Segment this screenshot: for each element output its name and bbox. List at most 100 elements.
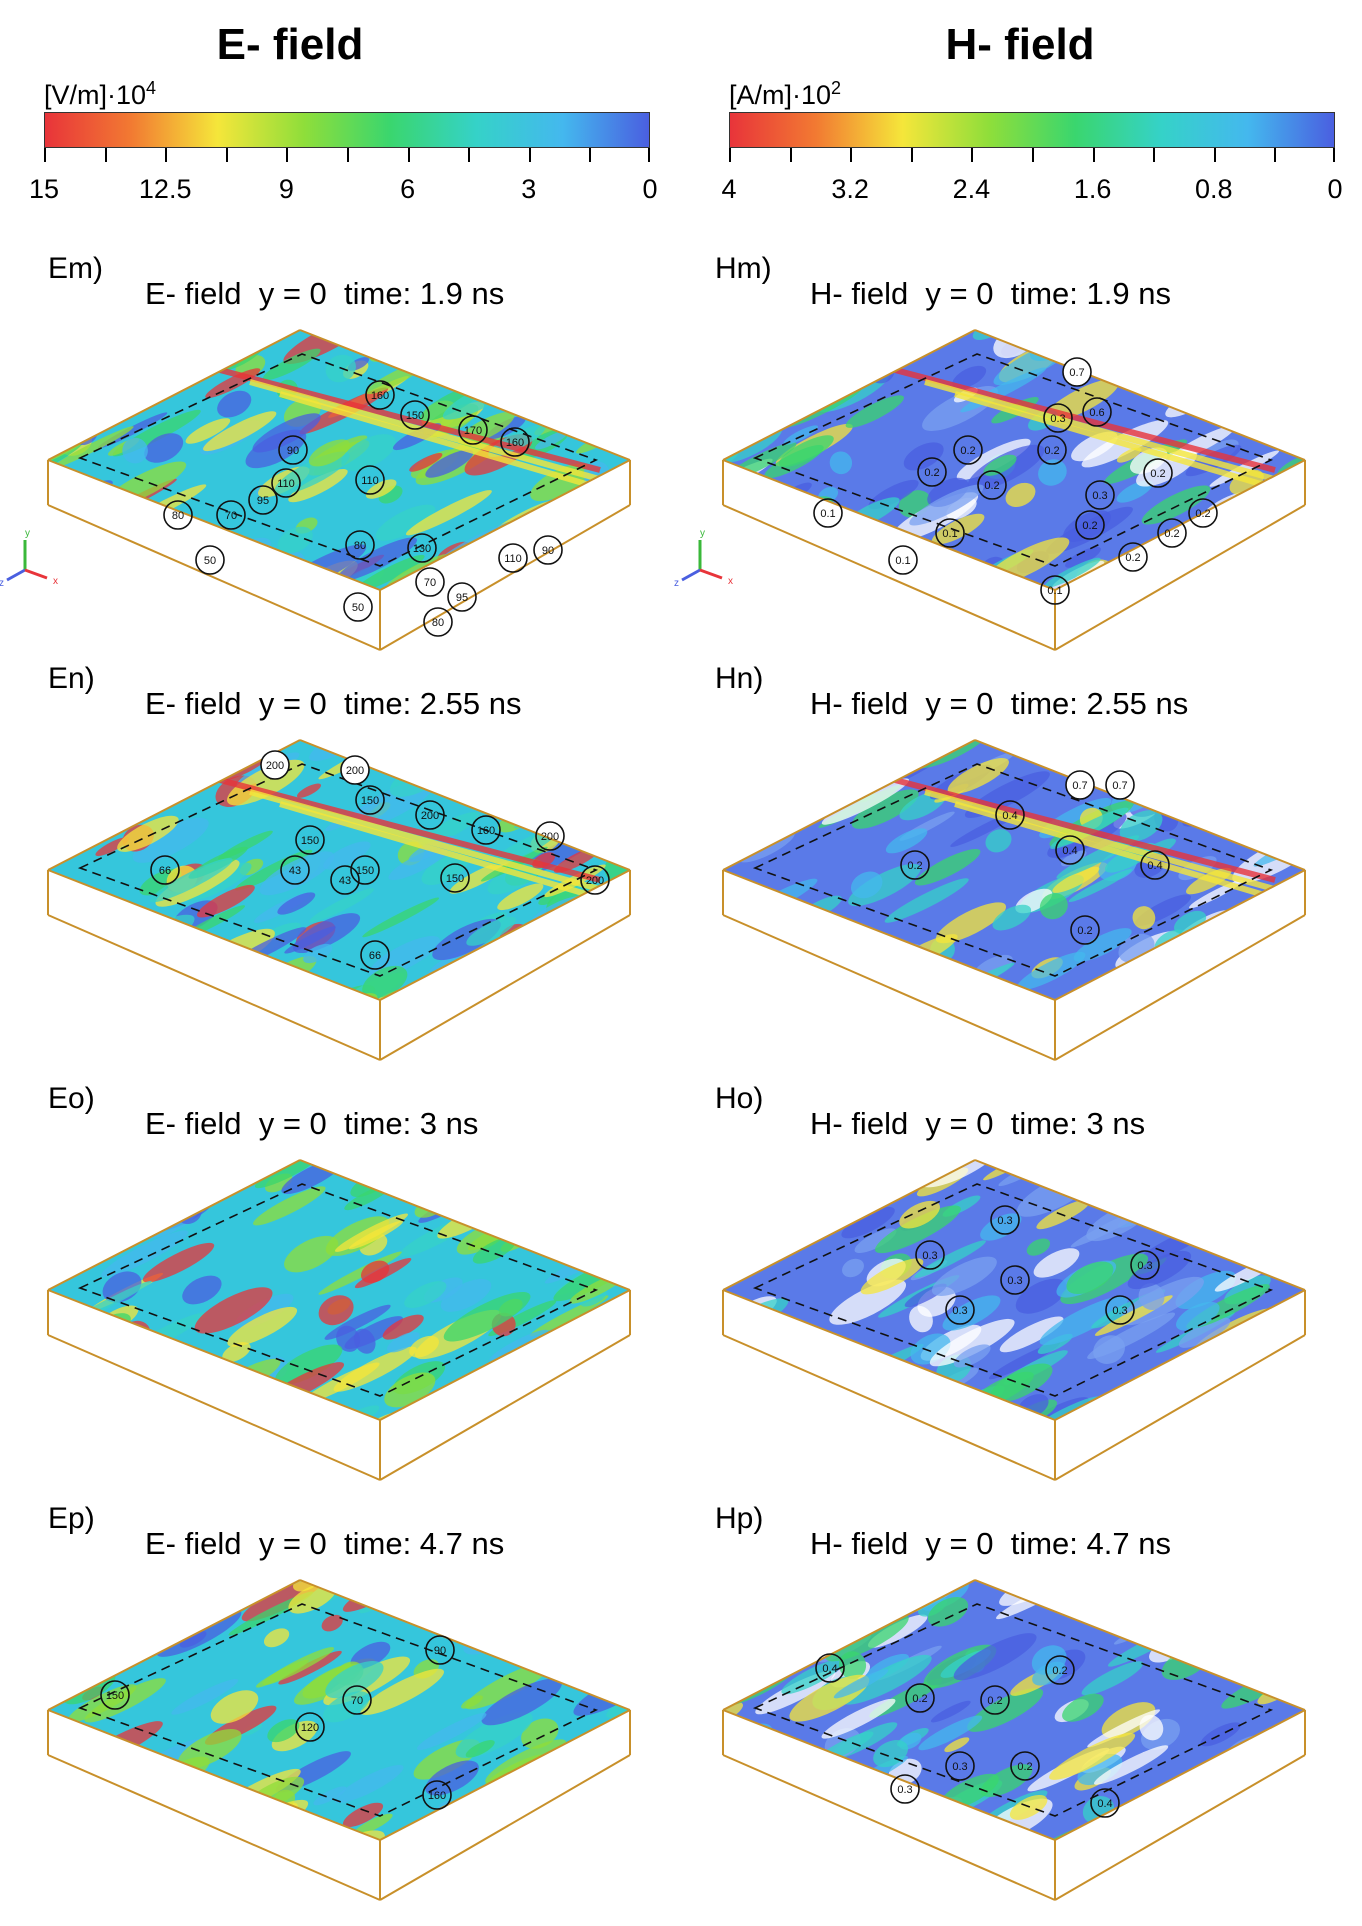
field-blob xyxy=(776,334,862,379)
field-blob xyxy=(723,1213,775,1247)
colorbar-tick xyxy=(971,148,974,162)
field-blob xyxy=(489,1384,576,1420)
field-blob xyxy=(816,947,871,980)
field-slab: 160 150 170 160 90 110 110 95 80 70 50 80 130 110 90 70… xyxy=(0,329,631,651)
panel-title: E- field y = 0 time: 1.9 ns xyxy=(145,276,505,311)
value-marker-circle xyxy=(935,518,965,548)
field-blob xyxy=(1178,1580,1228,1603)
field-blob xyxy=(1282,740,1305,762)
field-blob xyxy=(580,1179,602,1200)
field-blob xyxy=(772,378,810,408)
value-marker: 0.4 xyxy=(1147,860,1162,872)
wavefront-band xyxy=(954,801,1296,907)
field-blob xyxy=(153,1595,211,1627)
field-blob xyxy=(723,583,797,590)
field-blob xyxy=(249,996,328,1000)
field-blob xyxy=(128,1588,149,1603)
value-marker: 0.3 xyxy=(997,1215,1012,1227)
field-blob xyxy=(426,1594,451,1613)
value-marker: 0.7 xyxy=(1112,780,1127,792)
colorbar-tick xyxy=(104,148,107,162)
field-blob xyxy=(1262,811,1294,837)
field-blob xyxy=(1153,1191,1224,1229)
field-blob xyxy=(927,1596,969,1627)
panel-title: H- field y = 0 time: 3 ns xyxy=(810,1106,1146,1141)
value-marker: 0.4 xyxy=(1097,1798,1112,1810)
field-blob xyxy=(48,1651,102,1687)
value-marker-circle xyxy=(100,1680,130,1710)
value-marker-circle xyxy=(580,865,610,895)
field-blob xyxy=(505,1414,549,1420)
field-blob xyxy=(1241,588,1300,590)
colorbar-tick-label: 12.5 xyxy=(138,174,192,204)
slab-edge xyxy=(379,1334,631,1481)
value-marker: 200 xyxy=(266,760,284,772)
field-blob xyxy=(736,1417,821,1420)
field-blob xyxy=(1068,868,1133,903)
value-marker-circle xyxy=(1040,575,1070,605)
field-blob xyxy=(440,1278,492,1312)
field-blob xyxy=(443,1291,531,1342)
field-blob xyxy=(723,925,774,963)
boundary-outline xyxy=(752,353,1274,567)
field-blob xyxy=(278,1650,342,1685)
field-blob xyxy=(353,1328,376,1354)
value-marker-circle xyxy=(1000,1265,1030,1295)
field-blob xyxy=(48,742,80,762)
field-blob xyxy=(1213,910,1301,958)
field-blob xyxy=(723,1187,735,1208)
field-blob xyxy=(616,1675,630,1699)
field-blob xyxy=(1268,987,1305,1000)
field-blob xyxy=(1255,373,1285,393)
field-blob xyxy=(48,940,103,982)
field-blob xyxy=(514,794,579,829)
field-blob xyxy=(1169,1412,1229,1420)
colorbar-tick xyxy=(589,148,592,162)
field-blob xyxy=(776,1196,808,1223)
colorbar-tick xyxy=(165,148,168,162)
field-blob xyxy=(1103,992,1147,1000)
field-blob xyxy=(409,453,443,472)
field-blob xyxy=(267,1719,300,1743)
field-slab: 0.3 0.3 0.3 0.3 0.3 0.3 xyxy=(722,1159,1306,1481)
value-marker-circle xyxy=(1130,1250,1160,1280)
slab-edge xyxy=(379,504,631,651)
field-blob xyxy=(83,1791,114,1818)
slab-edge xyxy=(1054,869,1306,1001)
panel-label: Ep) xyxy=(48,1502,95,1535)
field-blob xyxy=(107,914,195,964)
field-blob xyxy=(48,1341,84,1389)
value-marker-circle xyxy=(260,750,290,780)
field-blob xyxy=(1047,740,1130,766)
field-blob xyxy=(761,330,784,336)
field-blob xyxy=(1178,1317,1231,1348)
field-blob xyxy=(845,1160,913,1180)
value-marker-circle xyxy=(1188,498,1218,528)
slab-edge xyxy=(47,459,381,591)
field-blob xyxy=(84,1678,166,1723)
field-blob xyxy=(1133,1811,1207,1840)
field-blob xyxy=(533,1409,589,1420)
field-blob xyxy=(723,1164,761,1202)
value-marker-circle xyxy=(1062,357,1092,387)
field-blob xyxy=(95,1169,140,1199)
colorbar-tick xyxy=(789,148,792,162)
value-marker: 0.2 xyxy=(912,1693,927,1705)
field-blob xyxy=(557,1401,629,1420)
slab-edge xyxy=(379,1289,631,1421)
field-blob xyxy=(918,1715,983,1751)
field-blob xyxy=(571,521,630,560)
field-blob xyxy=(591,1638,615,1657)
field-blob xyxy=(334,1764,404,1804)
field-blob xyxy=(48,1621,78,1661)
field-blob xyxy=(1174,1592,1230,1626)
field-blob xyxy=(219,1799,309,1840)
field-blob xyxy=(567,330,630,371)
field-blob xyxy=(123,1785,193,1824)
field-blob xyxy=(1287,998,1305,1000)
field-blob xyxy=(821,1698,896,1739)
field-blob xyxy=(597,774,630,817)
field-blob xyxy=(741,1580,810,1597)
value-marker: 200 xyxy=(541,831,559,843)
field-blob xyxy=(723,820,758,844)
